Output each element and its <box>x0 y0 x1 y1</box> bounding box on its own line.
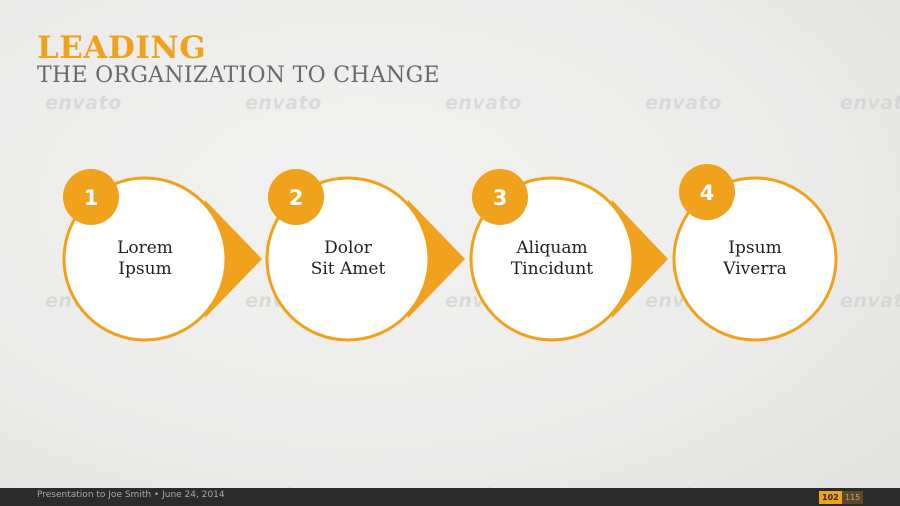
footer-bar: Presentation to Joe Smith • June 24, 201… <box>0 488 900 506</box>
watermark: envato <box>445 92 522 114</box>
step-badge <box>472 169 528 225</box>
step-label-line: Ipsum <box>118 259 172 279</box>
step-number: 2 <box>289 186 304 210</box>
step-number: 3 <box>493 186 508 210</box>
watermark: envato <box>645 92 722 114</box>
step-3: 3 <box>469 169 668 342</box>
step-label-line: Tincidunt <box>510 259 594 279</box>
footer-text: Presentation to Joe Smith • June 24, 201… <box>37 490 225 500</box>
step-badge <box>268 169 324 225</box>
step-label-line: Viverra <box>723 259 787 279</box>
step-label-line: Ipsum <box>728 238 782 258</box>
slide-subtitle: THE ORGANIZATION TO CHANGE <box>37 63 440 88</box>
slide-title: LEADING <box>37 30 207 66</box>
page-total: 115 <box>842 491 864 504</box>
watermark: envato <box>840 92 900 114</box>
step-number: 4 <box>700 181 715 205</box>
step-4: 4 <box>672 164 838 342</box>
step-label-1: Lorem Ipsum <box>65 238 225 280</box>
step-label-2: Dolor Sit Amet <box>268 238 428 280</box>
step-label-4: Ipsum Viverra <box>675 238 835 280</box>
watermark: envato <box>840 290 900 312</box>
page-number: 102 <box>819 491 842 504</box>
step-number: 1 <box>84 186 99 210</box>
watermark: envato <box>245 92 322 114</box>
watermark: envato <box>45 92 122 114</box>
step-label-line: Aliquam <box>516 238 588 258</box>
step-label-line: Dolor <box>324 238 372 258</box>
title-block: LEADING THE ORGANIZATION TO CHANGE <box>37 30 440 88</box>
step-label-3: Aliquam Tincidunt <box>472 238 632 280</box>
step-badge <box>679 164 735 220</box>
step-2: 2 <box>265 169 465 342</box>
step-1: 1 <box>62 169 262 342</box>
step-label-line: Lorem <box>117 238 173 258</box>
step-badge <box>63 169 119 225</box>
step-label-line: Sit Amet <box>310 259 386 279</box>
